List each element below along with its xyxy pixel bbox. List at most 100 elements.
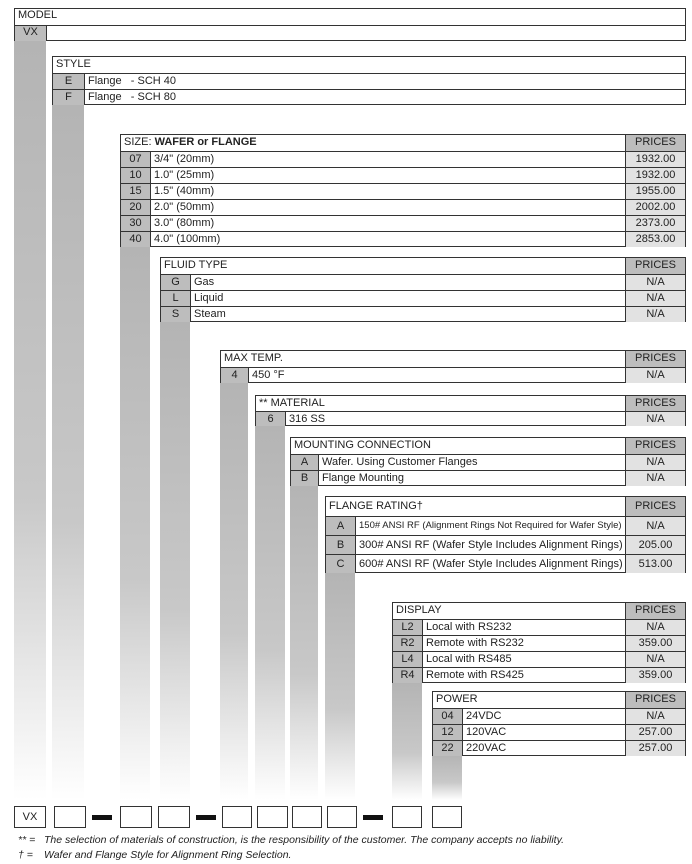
order-code-box[interactable]: [120, 806, 152, 828]
option-code: 6: [256, 412, 286, 426]
size-header: SIZE: WAFER or FLANGE PRICES: [121, 135, 685, 151]
section-title: MAX TEMP.: [224, 352, 283, 364]
display-column: [392, 682, 422, 800]
option-description: 220VAC: [466, 742, 507, 754]
section-title: MOUNTING CONNECTION: [294, 439, 431, 451]
order-code-box[interactable]: [257, 806, 288, 828]
flange-column: [325, 572, 355, 800]
option-code: 22: [433, 741, 463, 756]
option-code: 20: [121, 200, 151, 215]
option-description: Remote with RS425: [426, 669, 524, 681]
option-description: Steam: [194, 308, 226, 320]
mounting-table: MOUNTING CONNECTION PRICES A Wafer. Using C…: [290, 437, 686, 486]
footnote-text: Wafer and Flange Style for Alignment Rin…: [44, 849, 292, 861]
flange-table: FLANGE RATING† PRICES A 150# ANSI RF (Align…: [325, 496, 686, 573]
maxtemp-option-row: 4 450 °F N/A: [221, 367, 685, 383]
mounting-header: MOUNTING CONNECTION PRICES: [291, 438, 685, 454]
order-code-box[interactable]: [392, 806, 422, 828]
fluid-option-row: S Steam N/A: [161, 306, 685, 322]
size-table: SIZE: WAFER or FLANGE PRICES 07 3/4" (20mm)…: [120, 134, 686, 247]
order-code-box[interactable]: [222, 806, 252, 828]
option-description: 600# ANSI RF (Wafer Style Includes Align…: [359, 558, 623, 570]
option-price: N/A: [625, 709, 685, 724]
footnote-flange: † = Wafer and Flange Style for Alignment …: [18, 849, 291, 861]
option-price: N/A: [625, 307, 685, 322]
option-code: 04: [433, 709, 463, 724]
option-code: A: [291, 455, 319, 470]
option-code: R4: [393, 668, 423, 683]
order-code-box[interactable]: [54, 806, 86, 828]
option-price: 1955.00: [625, 184, 685, 199]
style-table: STYLE E Flange - SCH 40 F Flange - SCH 80: [52, 56, 686, 105]
flange-header: FLANGE RATING† PRICES: [326, 497, 685, 516]
prices-header: PRICES: [625, 497, 685, 516]
option-price: N/A: [625, 368, 685, 383]
option-code: L4: [393, 652, 423, 667]
option-code: B: [326, 536, 356, 554]
option-price: 257.00: [625, 741, 685, 756]
power-option-row: 22 220VAC 257.00: [433, 740, 685, 756]
footnote-material: ** = The selection of materials of constr…: [18, 834, 564, 846]
maxtemp-column: [220, 382, 248, 800]
option-price: N/A: [625, 620, 685, 635]
option-description: 120VAC: [466, 726, 507, 738]
size-column: [120, 246, 150, 800]
display-option-row: R2 Remote with RS232 359.00: [393, 635, 685, 651]
size-option-row: 20 2.0" (50mm) 2002.00: [121, 199, 685, 215]
option-description: 1.5" (40mm): [154, 185, 215, 197]
option-code: 07: [121, 152, 151, 167]
size-option-row: 07 3/4" (20mm) 1932.00: [121, 151, 685, 167]
option-code: 10: [121, 168, 151, 183]
flange-option-row: B 300# ANSI RF (Wafer Style Includes Alig…: [326, 535, 685, 554]
section-title: FLUID TYPE: [164, 259, 228, 271]
material-header: ** MATERIAL PRICES: [256, 396, 685, 411]
display-option-row: L4 Local with RS485 N/A: [393, 651, 685, 667]
fluid-column: [160, 321, 190, 800]
fluid-table: FLUID TYPE PRICES G Gas N/A L Liquid N/A S Steam N…: [160, 257, 686, 322]
option-code: 15: [121, 184, 151, 199]
order-code-box[interactable]: [327, 806, 357, 828]
option-price: 359.00: [625, 636, 685, 651]
display-option-row: R4 Remote with RS425 359.00: [393, 667, 685, 683]
option-description: Local with RS232: [426, 621, 512, 633]
option-price: 2373.00: [625, 216, 685, 231]
section-title: ** MATERIAL: [259, 397, 325, 409]
section-title: DISPLAY: [396, 604, 442, 616]
order-box-model: VX: [14, 806, 46, 828]
order-code-dash: [363, 815, 383, 820]
model-title: MODEL: [18, 9, 58, 21]
option-description: 1.0" (25mm): [154, 169, 215, 181]
order-code-dash: [92, 815, 112, 820]
footnote-mark: † =: [18, 849, 33, 861]
option-code: B: [291, 471, 319, 486]
option-code: L2: [393, 620, 423, 635]
option-description: 2.0" (50mm): [154, 201, 215, 213]
option-price: N/A: [625, 412, 685, 426]
display-header: DISPLAY PRICES: [393, 603, 685, 619]
style-column: [52, 104, 84, 800]
option-price: 359.00: [625, 668, 685, 683]
section-title: SIZE: WAFER or FLANGE: [124, 136, 257, 148]
order-code-box[interactable]: [292, 806, 322, 828]
material-option-row: 6 316 SS N/A: [256, 411, 685, 426]
option-price: N/A: [625, 275, 685, 290]
power-table: POWER PRICES 04 24VDC N/A 12 120VAC 257.00 22 220…: [432, 691, 686, 756]
model-table: MODEL VX: [14, 8, 686, 41]
order-code-box[interactable]: [432, 806, 462, 828]
section-title-bold: WAFER or FLANGE: [154, 136, 257, 148]
option-price: N/A: [625, 291, 685, 306]
option-description: 3/4" (20mm): [154, 153, 215, 165]
option-description: Flange - SCH 40: [88, 75, 177, 87]
option-description: 300# ANSI RF (Wafer Style Includes Align…: [359, 539, 623, 551]
display-table: DISPLAY PRICES L2 Local with RS232 N/A R2 Remo…: [392, 602, 686, 683]
power-option-row: 04 24VDC N/A: [433, 708, 685, 724]
option-price: N/A: [625, 517, 685, 535]
prices-header: PRICES: [625, 258, 685, 274]
option-code: L: [161, 291, 191, 306]
display-option-row: L2 Local with RS232 N/A: [393, 619, 685, 635]
material-table: ** MATERIAL PRICES 6 316 SS N/A: [255, 395, 686, 426]
maxtemp-header: MAX TEMP. PRICES: [221, 351, 685, 367]
option-code: R2: [393, 636, 423, 651]
order-code-box[interactable]: [158, 806, 190, 828]
option-code: 30: [121, 216, 151, 231]
